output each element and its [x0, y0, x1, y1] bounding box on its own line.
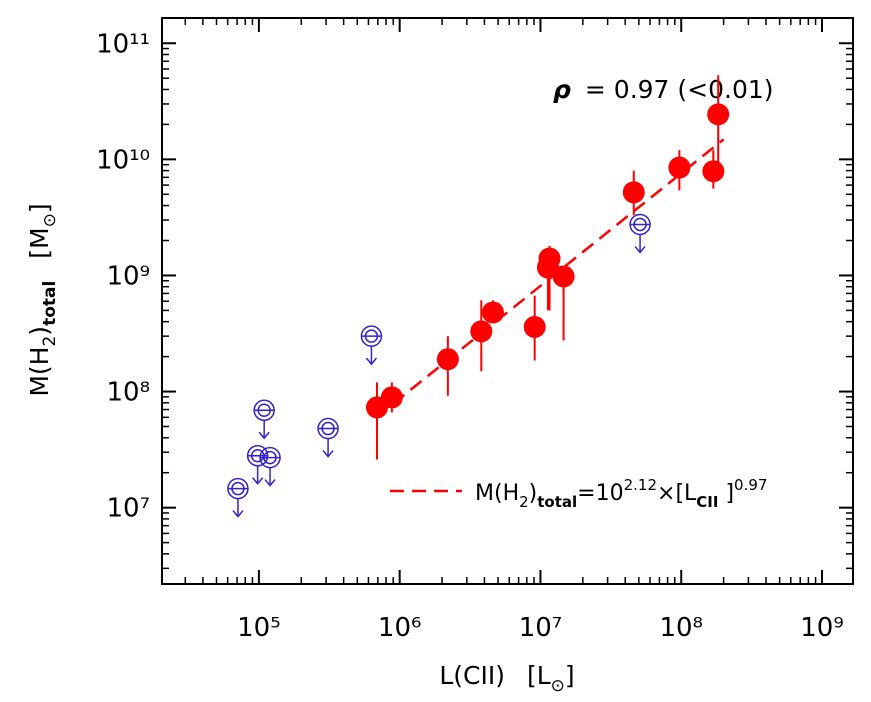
x-tick-label: 10⁸: [659, 613, 703, 643]
x-axis-label: L(CII) [L⊙]: [439, 661, 574, 696]
limit-arrowhead: [232, 510, 244, 518]
annotation: ρ = 0.97 (<0.01): [553, 75, 774, 104]
y-unit: ]: [25, 203, 54, 213]
point: [702, 160, 725, 183]
annotation-symbol: ρ: [553, 75, 571, 104]
y-tick-label: 10¹¹: [96, 29, 150, 59]
fit-label-part: ×[L: [657, 481, 697, 506]
point: [380, 386, 403, 409]
x-unit-sub: ⊙: [551, 676, 565, 696]
fit-label-part: 2: [519, 493, 529, 511]
x-tick-label: 10⁹: [800, 613, 844, 643]
point: [668, 156, 691, 179]
y-unit: [M: [25, 227, 54, 258]
point: [552, 265, 575, 288]
limit-arrowhead: [252, 477, 264, 485]
limit-arrowhead: [322, 450, 334, 458]
x-unit: [L: [527, 661, 551, 690]
fit-label-part: ]: [718, 481, 734, 506]
fit-label-part: CII: [696, 493, 718, 511]
point: [707, 103, 730, 126]
y-label-sub: 2: [40, 336, 60, 347]
annotation-text: = 0.97 (<0.01): [585, 75, 774, 104]
point: [436, 348, 459, 371]
y-label-text: ): [25, 326, 54, 336]
upper-limit-marker: [227, 477, 249, 518]
point: [481, 301, 504, 324]
x-tick-label: 10⁷: [519, 613, 563, 643]
limit-arrowhead: [365, 357, 377, 366]
upper-limit-marker: [253, 399, 275, 440]
upper-limit-marker: [246, 444, 269, 485]
limit-arrowhead: [264, 479, 276, 487]
y-tick-label: 10⁸: [106, 378, 150, 408]
fit-label-part: ): [529, 481, 538, 506]
point: [523, 315, 546, 338]
y-label-text: M(H: [25, 347, 54, 397]
x-unit: ]: [565, 661, 575, 690]
limit-arrowhead: [634, 245, 646, 254]
fit-label: M(H2)total=102.12×[LCII ]0.97: [475, 476, 767, 511]
upper-limit-marker: [259, 446, 281, 487]
x-tick-label: 10⁵: [237, 613, 281, 643]
point: [622, 181, 645, 204]
y-tick-label: 10⁷: [106, 494, 150, 524]
x-label-text: L(CII): [439, 661, 505, 690]
fit-label-part: total: [537, 493, 577, 511]
limit-arrowhead: [258, 431, 270, 440]
y-tick-label: 10⁹: [106, 261, 150, 291]
point: [470, 320, 493, 343]
y-unit-sub: ⊙: [40, 213, 60, 227]
fit-label-part: =10: [577, 481, 623, 506]
fit-label-part: M(H: [475, 481, 519, 506]
upper-limit-marker: [629, 213, 651, 254]
y-axis-label: M(H2)total [M⊙]: [25, 203, 60, 396]
upper-limit-marker: [360, 325, 383, 366]
upper-limit-marker: [317, 417, 339, 458]
fit-label-part: 2.12: [624, 476, 657, 494]
fit-label-part: 0.97: [734, 476, 767, 494]
x-tick-label: 10⁶: [378, 613, 422, 643]
y-label-sub: total: [40, 281, 60, 326]
y-tick-label: 10¹⁰: [96, 145, 150, 175]
